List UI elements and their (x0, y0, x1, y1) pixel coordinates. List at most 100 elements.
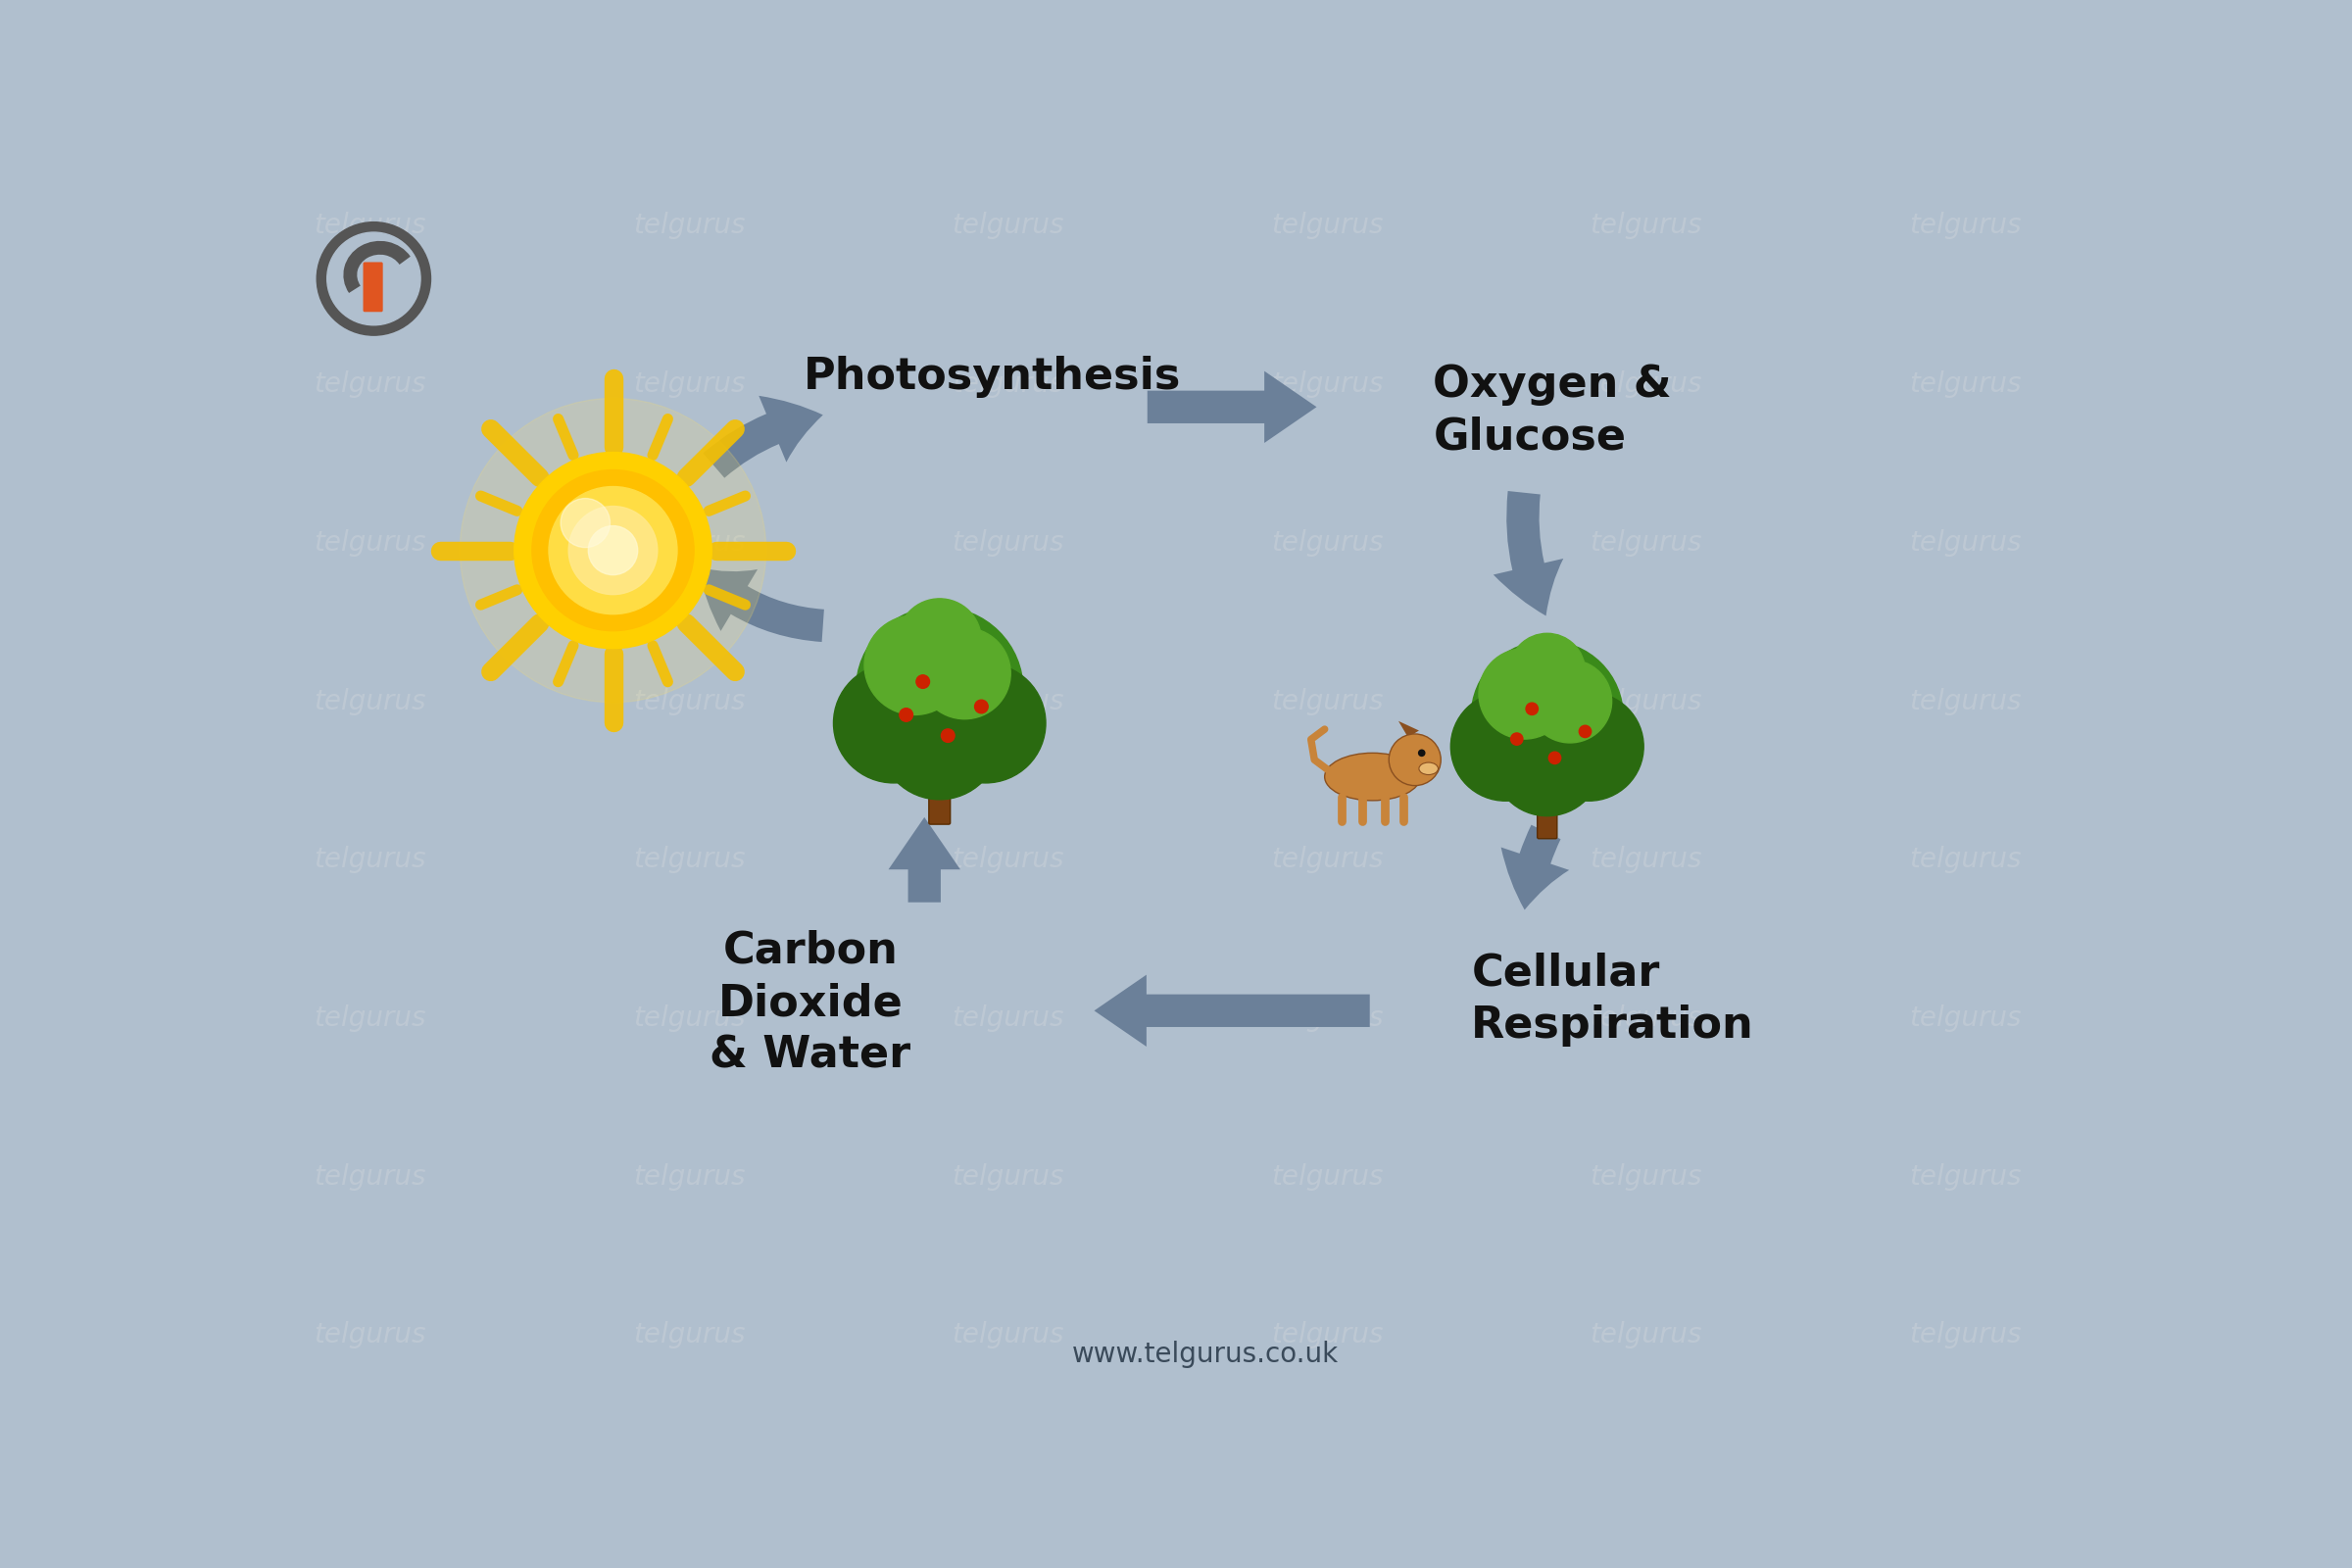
FancyArrowPatch shape (1094, 975, 1369, 1046)
Circle shape (1526, 702, 1538, 715)
FancyArrowPatch shape (889, 817, 960, 902)
Text: telgurus: telgurus (633, 212, 746, 240)
Text: telgurus: telgurus (1590, 212, 1703, 240)
Text: telgurus: telgurus (313, 847, 426, 873)
Text: telgurus: telgurus (1590, 847, 1703, 873)
Text: telgurus: telgurus (313, 1005, 426, 1032)
Text: telgurus: telgurus (1590, 1005, 1703, 1032)
Circle shape (898, 709, 913, 721)
Circle shape (898, 599, 981, 682)
Text: telgurus: telgurus (953, 847, 1063, 873)
Text: telgurus: telgurus (1590, 687, 1703, 715)
Text: Carbon: Carbon (722, 930, 898, 971)
Ellipse shape (1418, 762, 1437, 775)
Circle shape (1494, 707, 1602, 815)
Circle shape (1418, 750, 1425, 757)
Text: telgurus: telgurus (1270, 370, 1383, 398)
FancyArrowPatch shape (1148, 372, 1317, 442)
Text: telgurus: telgurus (953, 687, 1063, 715)
FancyBboxPatch shape (1538, 753, 1557, 839)
FancyArrowPatch shape (699, 568, 823, 641)
Circle shape (866, 615, 964, 715)
Text: telgurus: telgurus (313, 687, 426, 715)
Text: telgurus: telgurus (633, 1163, 746, 1190)
Text: telgurus: telgurus (633, 370, 746, 398)
Text: telgurus: telgurus (1910, 687, 2020, 715)
Polygon shape (1399, 721, 1418, 737)
Circle shape (920, 627, 1011, 720)
Text: Dioxide: Dioxide (717, 982, 903, 1024)
Circle shape (941, 729, 955, 742)
Text: telgurus: telgurus (1910, 528, 2020, 557)
Text: telgurus: telgurus (1910, 370, 2020, 398)
FancyBboxPatch shape (929, 731, 950, 825)
Text: telgurus: telgurus (1590, 370, 1703, 398)
Text: telgurus: telgurus (1910, 847, 2020, 873)
Circle shape (588, 525, 637, 575)
Text: telgurus: telgurus (953, 370, 1063, 398)
Text: Oxygen &: Oxygen & (1432, 364, 1672, 406)
Text: Respiration: Respiration (1472, 1005, 1755, 1047)
Circle shape (569, 506, 659, 594)
Text: www.telgurus.co.uk: www.telgurus.co.uk (1073, 1341, 1338, 1367)
Text: telgurus: telgurus (1270, 1005, 1383, 1032)
Text: telgurus: telgurus (1590, 528, 1703, 557)
Circle shape (1529, 660, 1611, 743)
Circle shape (974, 699, 988, 713)
Circle shape (1510, 633, 1585, 709)
Text: telgurus: telgurus (1270, 687, 1383, 715)
Circle shape (924, 663, 1047, 782)
FancyBboxPatch shape (362, 262, 383, 312)
Text: telgurus: telgurus (1270, 847, 1383, 873)
Text: & Water: & Water (710, 1035, 910, 1077)
Text: telgurus: telgurus (313, 528, 426, 557)
Text: Photosynthesis: Photosynthesis (804, 356, 1181, 398)
Circle shape (856, 607, 1023, 773)
Circle shape (1390, 734, 1442, 786)
Text: telgurus: telgurus (1270, 1322, 1383, 1348)
Text: telgurus: telgurus (953, 1322, 1063, 1348)
Circle shape (880, 681, 1000, 800)
Circle shape (1451, 691, 1559, 801)
Circle shape (1472, 641, 1623, 792)
Text: telgurus: telgurus (1910, 1322, 2020, 1348)
Text: telgurus: telgurus (1270, 1163, 1383, 1190)
Text: telgurus: telgurus (1270, 212, 1383, 240)
Circle shape (532, 470, 694, 630)
Text: telgurus: telgurus (313, 1322, 426, 1348)
Text: Glucose: Glucose (1432, 416, 1625, 458)
Circle shape (548, 486, 677, 615)
FancyArrowPatch shape (1494, 491, 1564, 616)
Text: telgurus: telgurus (1590, 1163, 1703, 1190)
Text: telgurus: telgurus (313, 1163, 426, 1190)
Text: telgurus: telgurus (633, 1005, 746, 1032)
Circle shape (327, 232, 421, 325)
Circle shape (560, 499, 609, 547)
Circle shape (461, 398, 767, 702)
FancyArrowPatch shape (703, 395, 823, 478)
Text: telgurus: telgurus (633, 847, 746, 873)
Circle shape (917, 676, 929, 688)
Circle shape (833, 663, 955, 782)
Text: telgurus: telgurus (1910, 1005, 2020, 1032)
Text: telgurus: telgurus (953, 528, 1063, 557)
Circle shape (1578, 726, 1592, 737)
Text: telgurus: telgurus (633, 687, 746, 715)
Circle shape (318, 223, 430, 336)
Text: telgurus: telgurus (633, 1322, 746, 1348)
Ellipse shape (1324, 753, 1421, 801)
Text: telgurus: telgurus (313, 370, 426, 398)
Text: telgurus: telgurus (1590, 1322, 1703, 1348)
Circle shape (1548, 751, 1562, 764)
Text: telgurus: telgurus (1910, 1163, 2020, 1190)
FancyArrowPatch shape (1501, 825, 1569, 909)
Text: telgurus: telgurus (633, 528, 746, 557)
Circle shape (1479, 649, 1571, 739)
Text: telgurus: telgurus (953, 1005, 1063, 1032)
Text: telgurus: telgurus (1910, 212, 2020, 240)
Text: telgurus: telgurus (1270, 528, 1383, 557)
Text: telgurus: telgurus (953, 212, 1063, 240)
Circle shape (1510, 732, 1522, 745)
Text: telgurus: telgurus (313, 212, 426, 240)
Text: telgurus: telgurus (953, 1163, 1063, 1190)
